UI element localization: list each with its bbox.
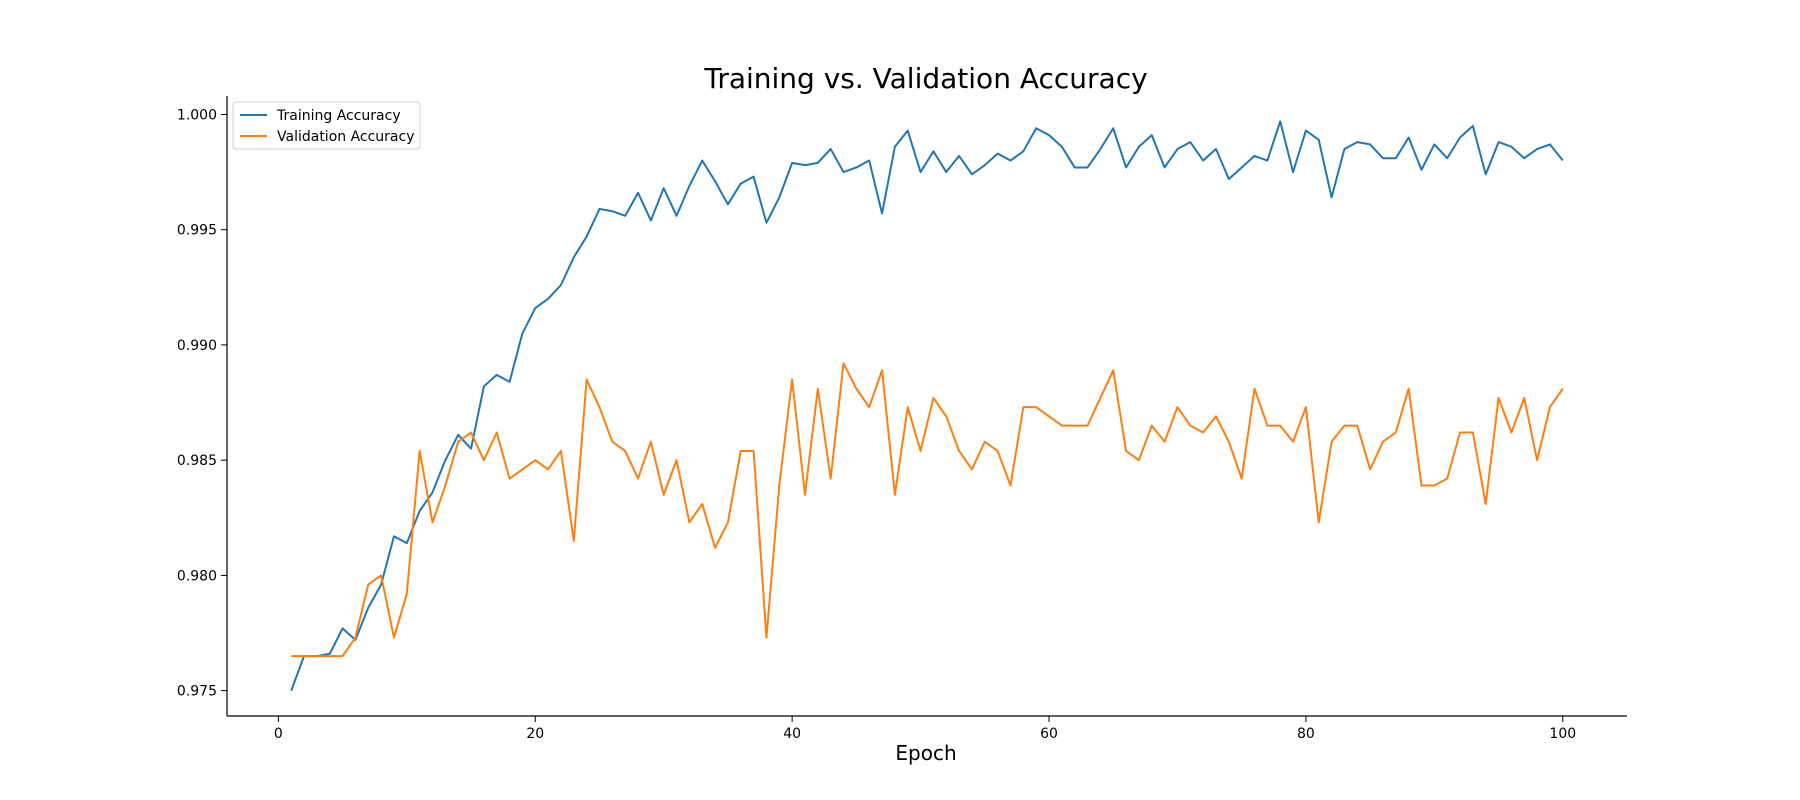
- y-tick-label: 0.990: [177, 338, 217, 354]
- y-tick-label: 0.995: [177, 223, 217, 239]
- legend-label-training: Training Accuracy: [276, 108, 401, 124]
- x-tick-label: 40: [783, 726, 801, 742]
- legend-frame: [232, 101, 421, 150]
- x-tick-label: 60: [1040, 726, 1058, 742]
- legend-label-validation: Validation Accuracy: [277, 129, 415, 145]
- y-tick-label: 0.985: [177, 453, 217, 469]
- series-line-validation: [291, 362, 1564, 658]
- chart-title: Training vs. Validation Accuracy: [703, 62, 1147, 95]
- series-lines: [290, 120, 1564, 691]
- y-axis-ticks: 0.975 0.980 0.985 0.990 0.995 1.000: [177, 107, 227, 700]
- y-tick-label: 0.980: [177, 568, 217, 584]
- x-tick-label: 0: [274, 726, 283, 742]
- axes: [226, 96, 1627, 717]
- legend: Training Accuracy Validation Accuracy: [232, 101, 421, 150]
- x-tick-label: 20: [526, 726, 544, 742]
- x-tick-label: 80: [1297, 726, 1315, 742]
- x-axis-label: Epoch: [895, 741, 956, 765]
- y-tick-label: 1.000: [177, 107, 217, 123]
- series-line-training: [290, 120, 1564, 691]
- x-axis-ticks: 0 20 40 60 80 100: [274, 716, 1576, 742]
- y-tick-label: 0.975: [177, 684, 217, 700]
- x-tick-label: 100: [1549, 726, 1576, 742]
